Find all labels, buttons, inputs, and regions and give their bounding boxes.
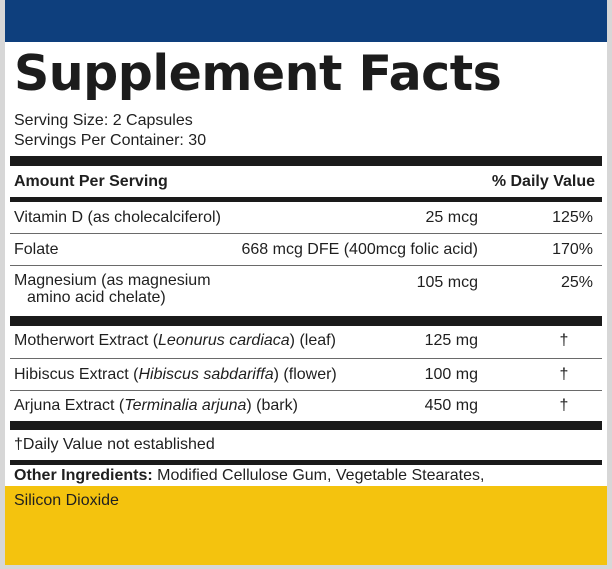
extract-amount-arjuna: 450 mg <box>424 397 478 414</box>
extract-name-hibiscus: Hibiscus Extract (Hibiscus sabdariffa) (… <box>14 366 337 383</box>
bottom-color-band <box>5 486 607 565</box>
header-amount-per-serving: Amount Per Serving <box>14 173 168 190</box>
other-ingredients-label: Other Ingredients: <box>14 467 153 484</box>
extract-dv-hibiscus: † <box>559 366 569 383</box>
medium-rule <box>10 197 602 202</box>
thick-rule-bottom <box>10 421 602 430</box>
thick-rule-top <box>10 156 602 166</box>
nutrient-amount-vitamin-d: 25 mcg <box>425 209 478 226</box>
servings-per-container: Servings Per Container: 30 <box>14 132 207 149</box>
medium-rule-bottom <box>10 460 602 465</box>
nutrient-name-folate: Folate <box>14 241 59 258</box>
extract-amount-hibiscus: 100 mg <box>424 366 478 383</box>
extract-dv-motherwort: † <box>559 332 569 349</box>
extract-name-arjuna: Arjuna Extract (Terminalia arjuna) (bark… <box>14 397 298 414</box>
nutrient-name-magnesium-line1: Magnesium (as magnesium <box>14 272 211 289</box>
other-ingredients-line2: Silicon Dioxide <box>14 492 119 509</box>
nutrient-amount-folate: 668 mcg DFE (400mcg folic acid) <box>241 241 478 258</box>
nutrient-name-vitamin-d: Vitamin D (as cholecalciferol) <box>14 209 221 226</box>
label-title: Supplement Facts <box>14 45 502 102</box>
daily-value-footnote: †Daily Value not established <box>14 436 215 453</box>
extract-amount-motherwort: 125 mg <box>424 332 478 349</box>
header-daily-value: % Daily Value <box>491 173 595 190</box>
extract-dv-arjuna: † <box>559 397 569 414</box>
nutrient-amount-magnesium: 105 mcg <box>416 274 478 291</box>
nutrient-name-magnesium-line2: amino acid chelate) <box>27 289 166 306</box>
serving-size: Serving Size: 2 Capsules <box>14 112 193 129</box>
row-divider <box>10 390 602 391</box>
row-divider <box>10 358 602 359</box>
nutrient-dv-folate: 170% <box>552 241 593 258</box>
top-color-bar <box>5 0 607 42</box>
other-ingredients-line1: Other Ingredients: Modified Cellulose Gu… <box>14 467 485 484</box>
row-divider <box>10 265 602 266</box>
extract-name-motherwort: Motherwort Extract (Leonurus cardiaca) (… <box>14 332 336 349</box>
nutrient-dv-magnesium: 25% <box>560 274 593 291</box>
nutrient-dv-vitamin-d: 125% <box>552 209 593 226</box>
row-divider <box>10 233 602 234</box>
thick-rule-middle <box>10 316 602 326</box>
